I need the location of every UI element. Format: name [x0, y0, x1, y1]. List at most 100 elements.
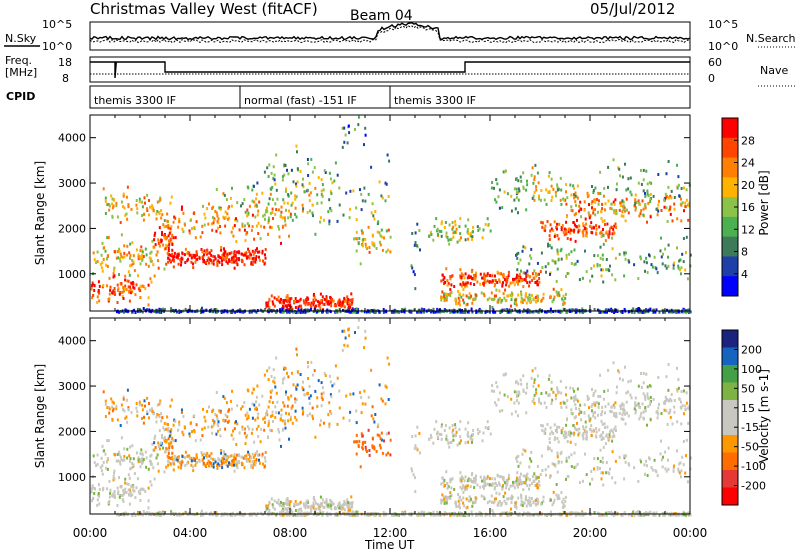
heatmap-cell [349, 189, 352, 193]
heatmap-cell [132, 260, 135, 264]
heatmap-cell [455, 231, 457, 235]
heatmap-cell [600, 230, 603, 234]
heatmap-cell [149, 205, 151, 209]
heatmap-cell [247, 186, 250, 190]
heatmap-cell [201, 434, 204, 438]
heatmap-cell [540, 198, 542, 202]
heatmap-cell [130, 207, 133, 211]
heatmap-cell [122, 500, 125, 503]
heatmap-cell [534, 274, 537, 278]
heatmap-cell [515, 483, 518, 487]
heatmap-cell [608, 230, 611, 234]
heatmap-cell [510, 294, 513, 298]
heatmap-cell [515, 276, 518, 280]
heatmap-cell [575, 195, 578, 199]
heatmap-cell [362, 237, 365, 241]
heatmap-cell [467, 421, 470, 425]
heatmap-cell [237, 453, 240, 457]
heatmap-cell [517, 211, 519, 215]
heatmap-cell [385, 453, 388, 457]
heatmap-cell [350, 505, 353, 509]
heatmap-cell [152, 412, 155, 416]
heatmap-cell [655, 207, 658, 211]
heatmap-cell [135, 402, 138, 405]
heatmap-cell [560, 460, 563, 464]
heatmap-cell [95, 464, 98, 468]
heatmap-cell [294, 206, 297, 210]
heatmap-cell [554, 393, 557, 397]
heatmap-cell [541, 266, 544, 269]
heatmap-cell [223, 450, 225, 454]
heatmap-cell [621, 175, 624, 179]
heatmap-cell [224, 427, 227, 431]
heatmap-cell [172, 423, 175, 427]
heatmap-cell [253, 440, 256, 444]
heatmap-cell [440, 433, 443, 436]
heatmap-cell [345, 298, 348, 302]
heatmap-cell [562, 433, 565, 437]
heatmap-cell [450, 283, 453, 287]
heatmap-cell [349, 508, 352, 512]
heatmap-cell [646, 192, 649, 196]
heatmap-cell [604, 405, 607, 409]
heatmap-cell [531, 482, 534, 485]
heatmap-cell [290, 500, 293, 503]
heatmap-cell [236, 250, 239, 254]
heatmap-cell [139, 249, 142, 253]
heatmap-cell [528, 308, 531, 312]
heatmap-cell [467, 218, 470, 222]
heatmap-cell [208, 461, 211, 465]
heatmap-cell [198, 459, 201, 463]
heatmap-cell [678, 268, 681, 272]
heatmap-cell [395, 310, 398, 314]
heatmap-cell [494, 198, 497, 202]
heatmap-cell [616, 308, 619, 312]
heatmap-cell [306, 188, 309, 192]
heatmap-cell [584, 452, 586, 456]
heatmap-cell [167, 459, 170, 463]
heatmap-cell [648, 384, 651, 388]
heatmap-cell [294, 306, 297, 309]
heatmap-cell [284, 189, 287, 193]
heatmap-cell [188, 231, 191, 235]
heatmap-cell [217, 424, 220, 428]
heatmap-cell [473, 486, 476, 489]
heatmap-cell [111, 214, 114, 218]
heatmap-cell [309, 209, 311, 213]
heatmap-cell [607, 234, 610, 238]
heatmap-cell [257, 435, 260, 438]
heatmap-cell [549, 223, 552, 227]
heatmap-cell [93, 492, 96, 495]
heatmap-cell [203, 461, 205, 465]
heatmap-cell [685, 391, 688, 395]
heatmap-cell [541, 225, 544, 229]
heatmap-cell [615, 212, 618, 216]
heatmap-cell [166, 219, 169, 223]
beam-label: Beam 04 [350, 8, 413, 24]
heatmap-cell [432, 310, 435, 314]
heatmap-cell [440, 482, 443, 486]
heatmap-cell [248, 459, 251, 463]
heatmap-cell [387, 451, 390, 455]
heatmap-cell [556, 234, 559, 237]
heatmap-cell [142, 285, 145, 289]
heatmap-cell [556, 183, 559, 187]
heatmap-cell [538, 277, 541, 280]
heatmap-cell [466, 310, 469, 314]
heatmap-cell [221, 254, 224, 257]
heatmap-cell [243, 431, 246, 435]
heatmap-cell [680, 219, 683, 223]
heatmap-cell [349, 410, 352, 414]
heatmap-cell [153, 238, 156, 242]
heatmap-cell [351, 298, 354, 302]
heatmap-cell [464, 238, 467, 242]
heatmap-cell [112, 407, 115, 411]
heatmap-cell [603, 186, 606, 190]
heatmap-cell [418, 229, 421, 232]
heatmap-cell [161, 231, 163, 234]
heatmap-cell [205, 308, 208, 312]
heatmap-cell [565, 232, 568, 236]
heatmap-cell [489, 432, 492, 436]
heatmap-cell [638, 307, 641, 311]
heatmap-cell [345, 501, 348, 505]
